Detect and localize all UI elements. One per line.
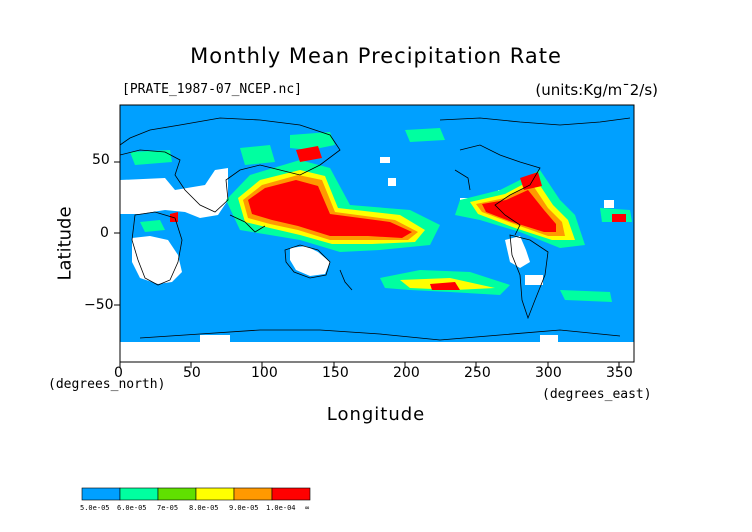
- colorbar-swatch: [119, 487, 159, 501]
- band-high: [170, 146, 626, 290]
- colorbar: [81, 487, 311, 501]
- colorbar-label: 1.0e-04: [266, 504, 296, 512]
- colorbar-label: 6.0e-05: [117, 504, 147, 512]
- y-tick-label: −50: [84, 297, 114, 313]
- x-tick-label: 350: [606, 365, 633, 381]
- x-tick-label: 0: [114, 365, 123, 381]
- colorbar-swatch: [157, 487, 197, 501]
- x-tick-label: 150: [322, 365, 349, 381]
- colorbar-label: 5.0e-05: [80, 504, 110, 512]
- x-tick-label: 250: [464, 365, 491, 381]
- x-unit-left: (degrees_north): [48, 377, 166, 392]
- y-tick-label: 50: [92, 152, 110, 168]
- coastlines: [119, 117, 631, 341]
- colorbar-label: ∞: [305, 504, 310, 512]
- colorbar-swatch: [81, 487, 121, 501]
- colorbar-label: 7e-05: [157, 504, 179, 512]
- x-tick-label: 200: [393, 365, 420, 381]
- colorbar-label: 8.0e-05: [189, 504, 219, 512]
- x-tick-label: 100: [251, 365, 278, 381]
- y-tick-label: 0: [100, 225, 109, 241]
- colorbar-swatch: [195, 487, 235, 501]
- units-label: (units:Kg/m¯2/s): [535, 81, 658, 99]
- x-tick-label: 300: [535, 365, 562, 381]
- colorbar-swatch: [233, 487, 273, 501]
- x-unit-right: (degrees_east): [542, 387, 652, 402]
- file-label: [PRATE_1987-07_NCEP.nc]: [122, 82, 303, 97]
- x-axis-label: Longitude: [326, 404, 426, 425]
- x-tick-label: 50: [183, 365, 201, 381]
- colorbar-label: 9.0e-05: [229, 504, 259, 512]
- axis-ticks: [114, 161, 620, 368]
- colorbar-swatch: [271, 487, 311, 501]
- missing-data-regions: [120, 157, 634, 362]
- chart-title: Monthly Mean Precipitation Rate: [190, 44, 562, 68]
